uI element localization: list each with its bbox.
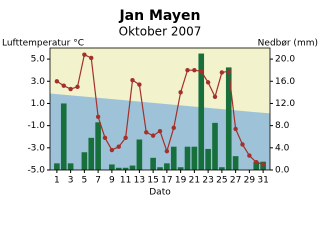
chart: Jan Mayen Oktober 2007 Lufttemperatur °C… <box>2 8 318 198</box>
temp-point <box>178 90 183 95</box>
precip-bar <box>88 137 95 170</box>
x-axis-label: Dato <box>149 188 171 198</box>
y2-axis-label: Nedbør (mm) <box>258 39 318 49</box>
temp-point <box>130 77 135 83</box>
precip-bar <box>253 161 260 170</box>
x-tick-label: 29 <box>244 176 256 186</box>
temp-point <box>247 153 252 158</box>
precip-bar <box>115 167 122 170</box>
temp-point <box>157 128 163 134</box>
temp-point <box>254 160 259 165</box>
precip-bar <box>205 148 211 170</box>
precip-bar <box>136 139 143 170</box>
precip-bar <box>164 163 170 170</box>
temp-point <box>205 80 211 85</box>
temp-point <box>212 94 218 100</box>
temp-point <box>150 133 156 138</box>
x-tick-label: 23 <box>202 176 213 186</box>
precip-bar <box>129 165 136 170</box>
y-tick-label: -5.0 <box>27 166 45 176</box>
x-tick-label: 7 <box>95 176 101 186</box>
temp-point <box>89 55 94 61</box>
precip-bar <box>191 146 198 170</box>
x-tick-label: 9 <box>109 176 115 186</box>
temp-point <box>226 69 231 74</box>
temp-point <box>219 70 225 75</box>
precip-bar <box>150 157 156 170</box>
x-tick-label: 27 <box>230 176 241 186</box>
x-tick-label: 21 <box>189 176 200 186</box>
x-tick-label: 19 <box>175 176 187 186</box>
temp-point <box>75 84 80 90</box>
chart-title: Jan Mayen <box>118 8 200 24</box>
temp-point <box>54 79 60 84</box>
y-tick-label: -3.0 <box>27 143 45 153</box>
y-tick-label: -1.0 <box>27 121 45 131</box>
temp-point <box>82 52 87 57</box>
temp-point <box>61 83 66 88</box>
y2-tick-label: 4.0 <box>275 143 290 153</box>
temp-point <box>109 147 115 153</box>
temp-point <box>164 148 170 154</box>
temp-point <box>185 67 190 73</box>
precip-bar <box>109 164 115 170</box>
temp-point <box>144 130 149 135</box>
y2-tick-label: 12.0 <box>275 99 295 109</box>
x-tick-label: 11 <box>120 176 131 186</box>
x-tick-label: 15 <box>147 176 158 186</box>
y-tick-label: 1.0 <box>31 99 46 109</box>
temp-point <box>123 135 128 141</box>
precip-bar <box>122 167 129 170</box>
temp-point <box>233 126 238 132</box>
temp-point <box>199 69 204 74</box>
precip-bar <box>212 122 218 170</box>
y2-tick-label: 8.0 <box>275 121 290 131</box>
precip-bar <box>198 53 205 170</box>
x-tick-label: 13 <box>134 176 145 186</box>
plot-frame <box>49 47 271 171</box>
temp-point <box>137 82 142 87</box>
temp-point <box>192 67 197 73</box>
temp-point <box>116 144 121 149</box>
temp-point <box>102 135 108 141</box>
precip-bar <box>54 163 60 170</box>
precip-bar <box>157 167 163 170</box>
y2-tick-label: 16.0 <box>275 77 295 87</box>
precip-bar <box>95 122 101 170</box>
precip-bar <box>177 167 184 170</box>
precip-bar <box>60 103 67 170</box>
temp-point <box>68 86 73 92</box>
precip-bar <box>81 152 88 170</box>
y2-tick-label: 0.0 <box>275 166 290 176</box>
temp-point <box>240 142 245 147</box>
precip-bar <box>170 146 177 170</box>
x-tick-label: 3 <box>68 176 74 186</box>
temp-point <box>171 125 176 131</box>
x-tick-label: 5 <box>82 176 88 186</box>
precip-bar <box>232 156 239 170</box>
y-axis-label: Lufttemperatur °C <box>2 39 84 49</box>
chart-subtitle: Oktober 2007 <box>119 25 202 39</box>
y2-tick-label: 20.0 <box>275 55 295 65</box>
x-tick-label: 31 <box>257 176 268 186</box>
precip-bar <box>67 163 74 170</box>
precip-bar <box>219 167 225 170</box>
x-tick-label: 25 <box>216 176 227 186</box>
x-tick-label: 1 <box>54 176 60 186</box>
precip-bar <box>184 146 191 170</box>
temp-point <box>95 114 101 119</box>
y-tick-label: 5.0 <box>31 55 46 65</box>
x-tick-label: 17 <box>161 176 172 186</box>
y-tick-label: 3.0 <box>31 77 46 87</box>
temp-point <box>260 162 266 167</box>
precip-bar <box>225 67 232 170</box>
